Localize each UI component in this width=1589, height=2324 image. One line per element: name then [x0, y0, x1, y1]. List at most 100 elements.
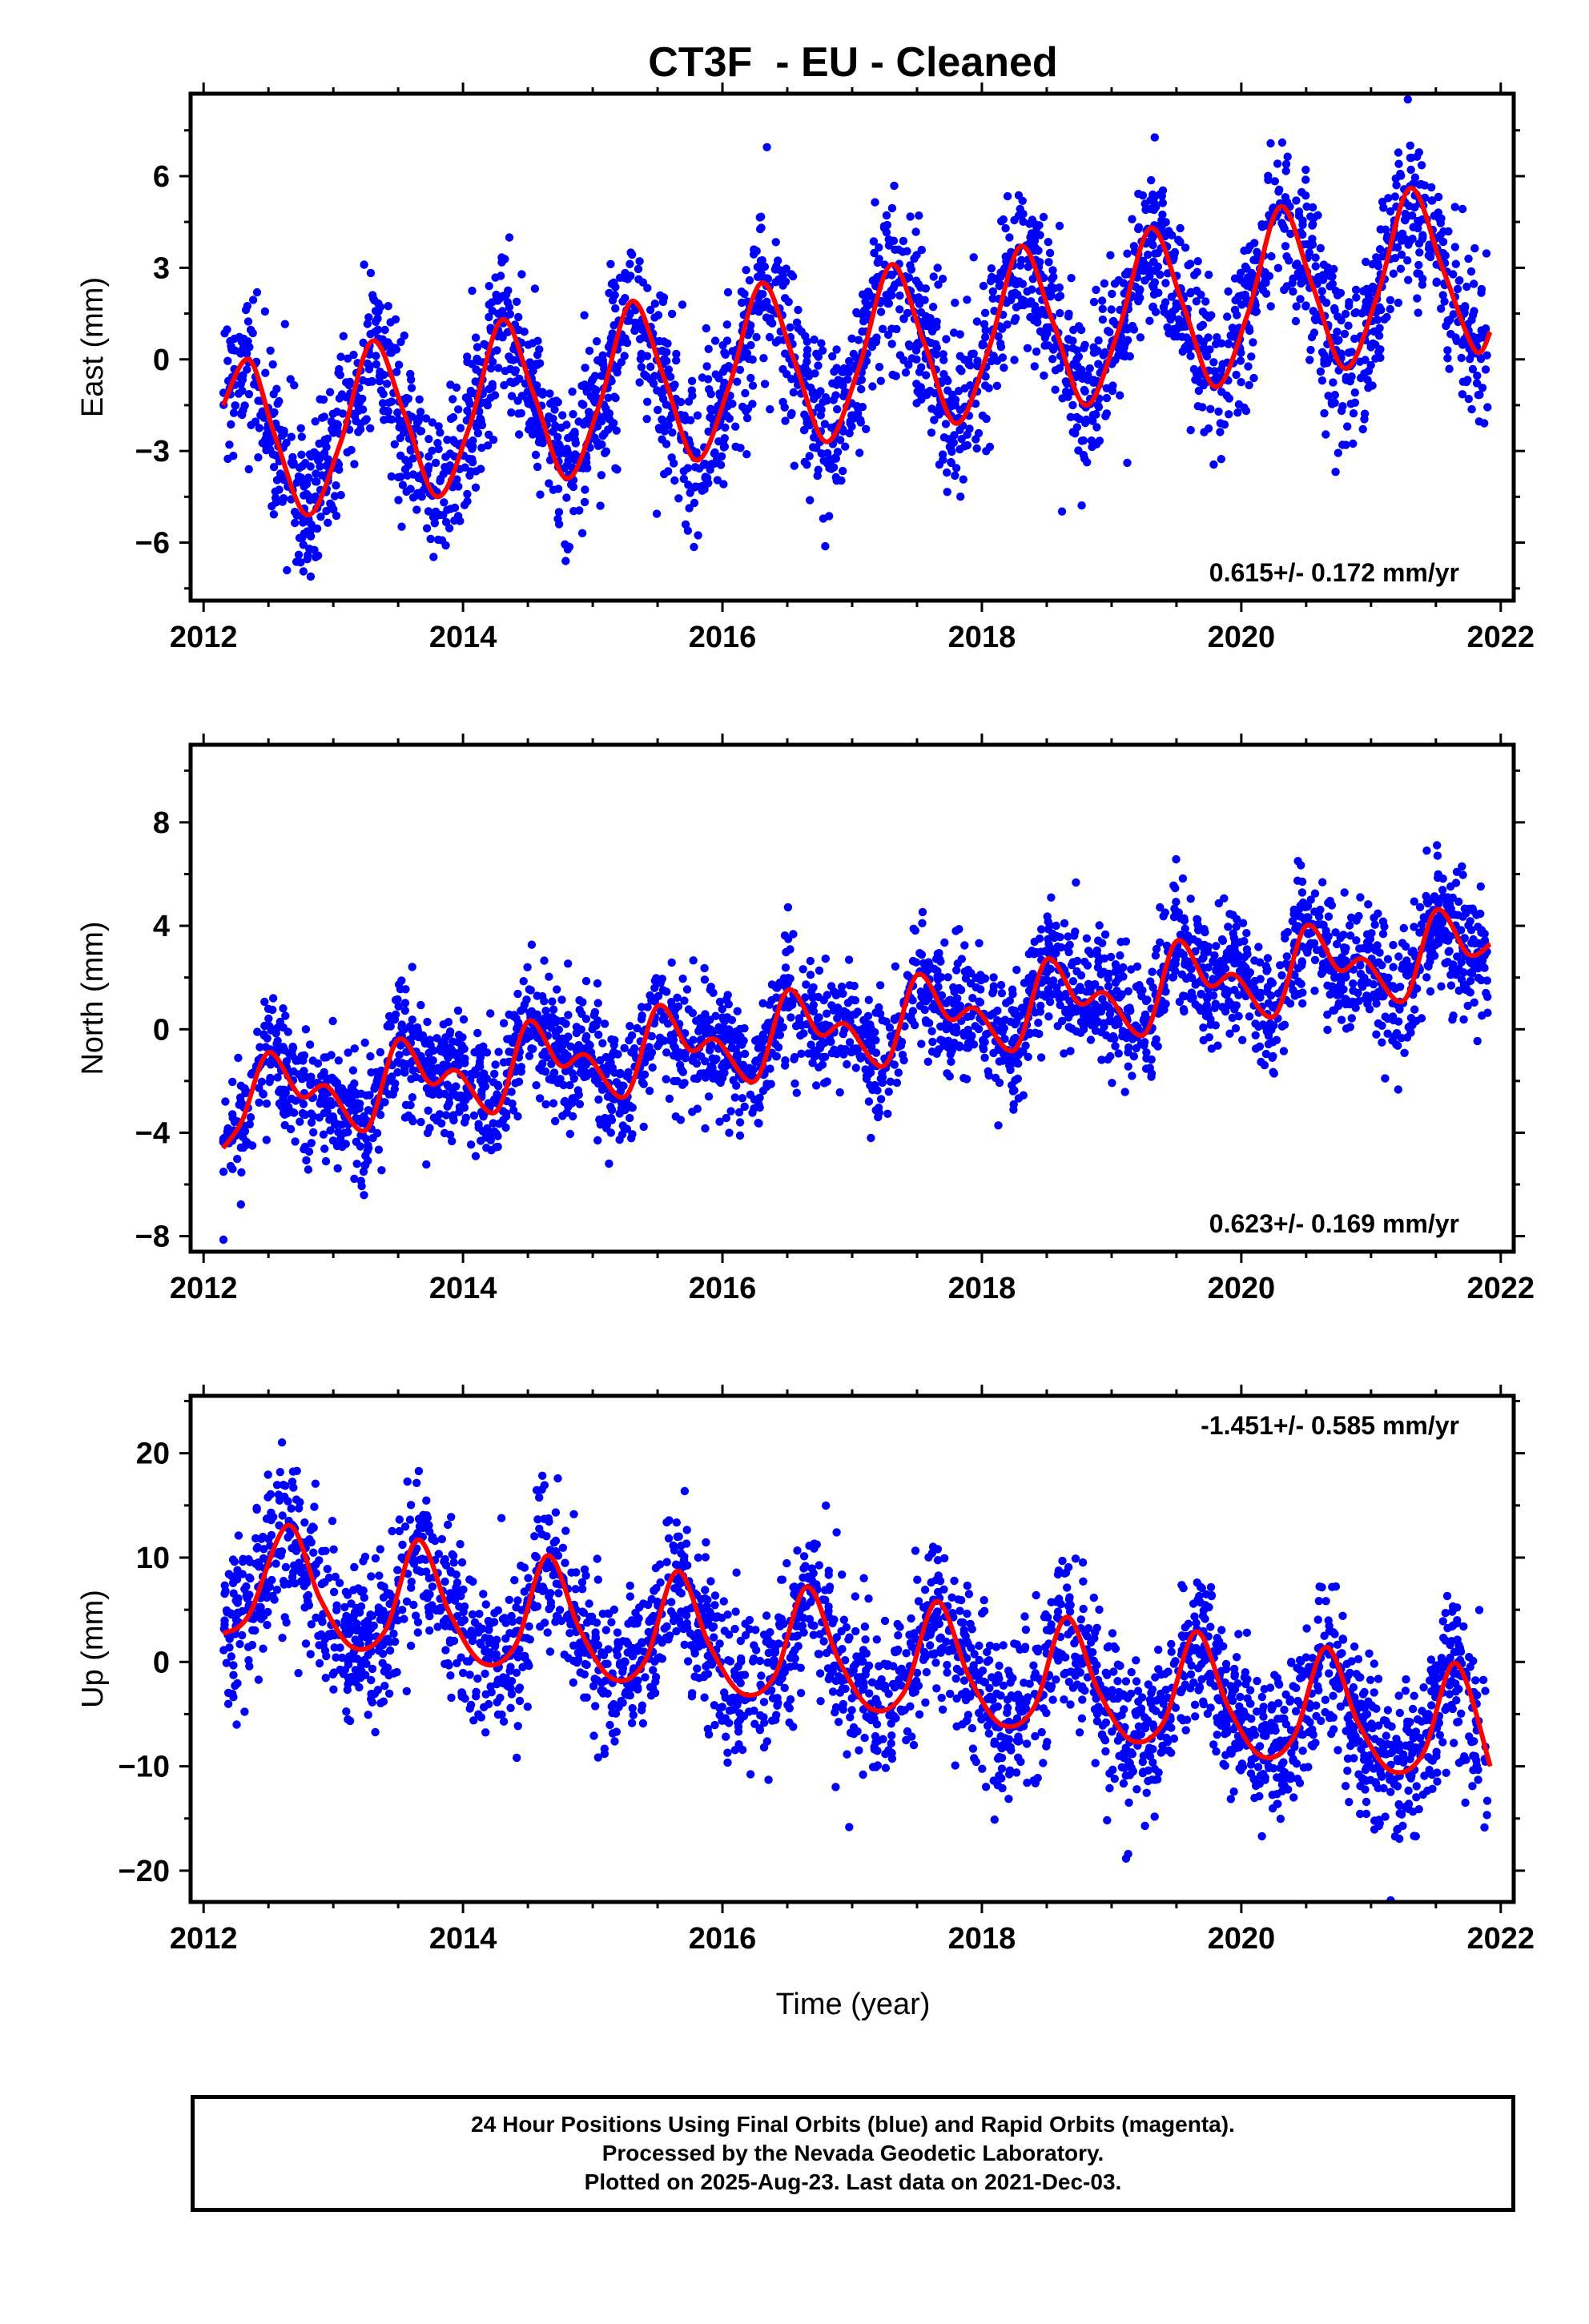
data-point	[1149, 205, 1159, 215]
data-point	[1422, 973, 1431, 982]
data-point	[1410, 173, 1420, 182]
data-point	[904, 360, 913, 369]
data-point	[1378, 252, 1387, 261]
data-point	[942, 335, 951, 344]
data-point	[666, 414, 675, 423]
data-point	[381, 340, 390, 348]
data-point	[1354, 996, 1364, 1006]
data-point	[882, 211, 891, 220]
data-point	[586, 392, 596, 401]
data-point	[700, 963, 709, 973]
data-point	[857, 384, 866, 394]
data-point	[1317, 287, 1326, 296]
data-point	[545, 479, 553, 488]
data-point	[746, 373, 755, 383]
data-point	[1202, 351, 1211, 360]
data-point	[1446, 329, 1455, 339]
data-point	[823, 459, 832, 468]
data-point	[1482, 249, 1491, 258]
data-point	[1263, 954, 1273, 963]
data-point	[506, 355, 515, 364]
data-point	[1138, 986, 1147, 995]
data-point	[1149, 303, 1157, 312]
data-point	[1410, 1005, 1419, 1014]
data-point	[1467, 404, 1476, 414]
data-point	[672, 349, 681, 359]
data-point	[951, 471, 959, 480]
data-point	[1306, 345, 1315, 355]
data-point	[1114, 275, 1124, 285]
data-point	[690, 463, 700, 472]
data-point	[1464, 395, 1474, 404]
data-point	[725, 1128, 734, 1137]
data-point	[1177, 970, 1187, 979]
data-point	[792, 318, 802, 327]
data-point	[520, 328, 529, 336]
data-point	[1380, 315, 1389, 324]
data-point	[823, 396, 831, 405]
data-point	[466, 388, 476, 398]
data-point	[725, 414, 734, 423]
data-point	[1149, 232, 1158, 241]
data-point	[436, 428, 445, 437]
data-point	[406, 369, 415, 379]
data-point	[514, 430, 524, 439]
data-point	[597, 471, 606, 480]
data-point	[1225, 1029, 1234, 1038]
data-point	[1402, 942, 1410, 951]
data-point	[1309, 307, 1317, 316]
data-point	[270, 408, 279, 417]
data-point	[1466, 968, 1475, 977]
data-point	[915, 949, 924, 958]
data-point	[1477, 326, 1486, 335]
data-point	[943, 488, 951, 497]
data-point	[569, 1074, 578, 1084]
data-point	[781, 416, 790, 425]
data-point	[416, 1117, 425, 1127]
data-point	[311, 417, 320, 426]
data-point	[1457, 958, 1466, 967]
data-point	[1436, 219, 1446, 227]
data-point	[832, 364, 841, 372]
data-point	[634, 275, 643, 283]
data-point	[1153, 1042, 1162, 1051]
data-point	[344, 1128, 352, 1136]
data-point	[260, 1021, 269, 1031]
data-point	[1178, 347, 1187, 356]
data-point	[1204, 333, 1213, 342]
x-tick-label: 2018	[948, 621, 1016, 654]
data-point	[1464, 254, 1473, 263]
data-point	[1149, 257, 1158, 267]
data-point	[304, 517, 312, 526]
data-point	[1266, 139, 1275, 148]
y-tick-label: −3	[135, 435, 170, 468]
data-point	[534, 438, 544, 447]
data-point	[643, 1003, 652, 1011]
data-point	[1161, 298, 1170, 307]
data-point	[1334, 1001, 1343, 1011]
data-point	[1013, 1074, 1023, 1084]
data-point	[987, 356, 996, 366]
data-point	[756, 224, 765, 234]
data-point	[1025, 299, 1034, 308]
data-point	[1201, 297, 1210, 306]
data-point	[823, 1009, 831, 1018]
data-point	[1476, 882, 1486, 891]
data-point	[963, 296, 972, 304]
data-point	[930, 416, 939, 424]
data-point	[1236, 268, 1245, 277]
data-point	[1261, 289, 1271, 298]
data-point	[445, 524, 454, 533]
data-point	[693, 411, 702, 420]
data-point	[1376, 345, 1385, 354]
data-point	[500, 380, 509, 390]
data-point	[935, 410, 943, 419]
data-point	[867, 1133, 875, 1143]
data-point	[1065, 996, 1074, 1005]
data-point	[1243, 971, 1253, 980]
fit-line-east	[220, 186, 1493, 518]
data-point	[613, 368, 622, 377]
data-point	[1123, 249, 1132, 258]
data-point	[718, 368, 728, 376]
data-point	[1231, 329, 1240, 338]
